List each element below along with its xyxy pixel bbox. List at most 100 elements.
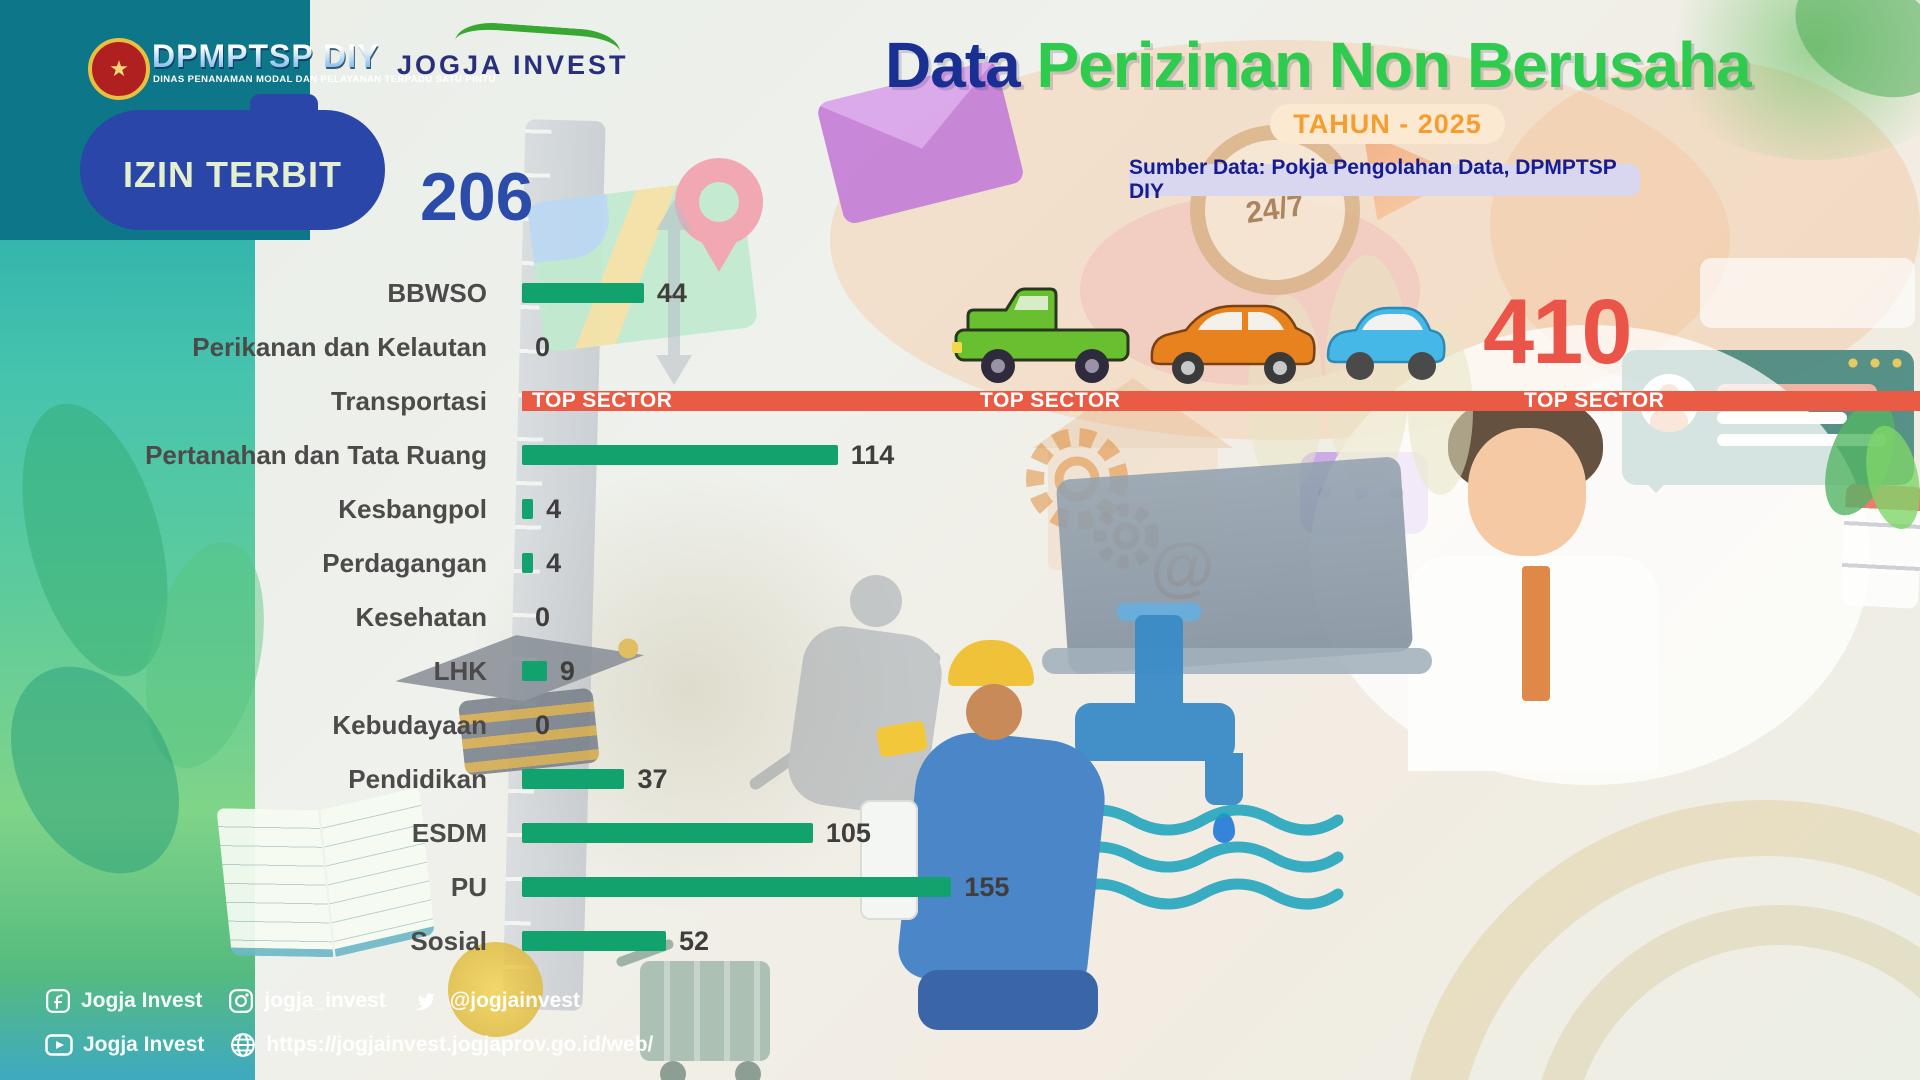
value-bar <box>522 445 838 465</box>
izin-terbit-label: IZIN TERBIT <box>123 154 342 195</box>
value-label: 44 <box>656 277 687 308</box>
org-tagline: DINAS PENANAMAN MODAL DAN PELAYANAN TERP… <box>153 74 496 85</box>
chart-row: Perdagangan 4 <box>0 536 1920 590</box>
category-label: Kesehatan <box>355 601 488 632</box>
chart-row: Pendidikan 37 <box>0 752 1920 806</box>
green-pickup-truck-icon <box>952 287 1130 383</box>
izin-terbit-total: 206 <box>420 159 534 235</box>
bar-zone: TOP SECTOR TOP SECTOR TOP SECTOR <box>487 374 1920 428</box>
bar-zone: 9 <box>487 644 1920 698</box>
vertical-arrow-icon <box>656 200 692 385</box>
value-label: 37 <box>637 763 668 794</box>
bar-zone: 114 <box>487 428 1920 482</box>
value-bar <box>522 931 667 951</box>
electrician-illustration <box>860 640 1128 1060</box>
location-pin-icon <box>675 158 763 272</box>
category-label: Sosial <box>410 925 487 956</box>
jogja-invest-logo: JOGJA INVEST <box>397 50 629 80</box>
title-word-data: Data <box>885 29 1021 101</box>
facebook-icon <box>46 989 70 1013</box>
value-label: 0 <box>535 601 551 632</box>
chart-row: BBWSO 44 <box>0 266 1920 320</box>
category-label: Kesbangpol <box>338 493 487 524</box>
value-label: 105 <box>825 817 871 848</box>
category-label: Perikanan dan Kelautan <box>192 331 487 362</box>
category-label: Perdagangan <box>322 547 487 578</box>
top-sector-value: 410 <box>1483 281 1632 383</box>
page-title: Data Perizinan Non Berusaha <box>885 28 1865 102</box>
category-label: Transportasi <box>330 385 487 416</box>
facebook-handle: Jogja Invest <box>45 988 202 1014</box>
card-illustration <box>1700 258 1915 328</box>
top-sector-label: TOP SECTOR <box>532 389 673 412</box>
value-label: 9 <box>559 655 575 686</box>
office-worker-illustration <box>1522 566 1550 701</box>
bar-zone: 105 <box>487 806 1920 860</box>
category-label: Pertanahan dan Tata Ruang <box>145 439 487 470</box>
year-badge: TAHUN - 2025 <box>1270 104 1505 144</box>
youtube-icon <box>45 1034 73 1056</box>
chart-row: Kesbangpol 4 <box>0 482 1920 536</box>
category-label: Pendidikan <box>348 763 487 794</box>
dpmptsp-emblem-logo: ★ <box>88 38 150 100</box>
value-bar <box>522 769 625 789</box>
instagram-handle: jogja_invest <box>228 988 386 1014</box>
chart-row: Kebudayaan 0 <box>0 698 1920 752</box>
permits-bar-chart: BBWSO 44 Perikanan dan Kelautan 0 Transporta… <box>0 266 1920 968</box>
title-rest: Perizinan Non Berusaha <box>1019 29 1752 101</box>
izin-terbit-pill: IZIN TERBIT <box>80 110 385 230</box>
data-source-badge: Sumber Data: Pokja Pengolahan Data, DPMP… <box>1129 156 1640 203</box>
chart-row: Kesehatan 0 <box>0 590 1920 644</box>
orange-car-icon <box>1150 304 1316 384</box>
instagram-icon <box>229 989 254 1013</box>
value-label: 0 <box>535 331 551 362</box>
value-label: 4 <box>546 547 562 578</box>
bar-zone: 4 <box>487 536 1920 590</box>
value-bar <box>522 823 813 843</box>
youtube-handle: Jogja Invest <box>45 1033 204 1057</box>
card-dots <box>1848 358 1902 368</box>
value-label: 155 <box>964 871 1010 902</box>
laptop-illustration <box>1042 648 1432 674</box>
category-label: BBWSO <box>387 277 487 308</box>
value-bar <box>522 553 534 573</box>
social-links-row-1: Jogja Invest jogja_invest @jogjainvest <box>45 988 580 1014</box>
top-sector-bar: TOP SECTOR TOP SECTOR TOP SECTOR <box>522 389 1920 412</box>
blue-car-icon <box>1326 306 1446 380</box>
top-sector-label: TOP SECTOR <box>980 389 1121 412</box>
category-label: PU <box>450 871 487 902</box>
faucet-illustration <box>1055 603 1255 845</box>
value-label: 0 <box>535 709 551 740</box>
bar-zone: 0 <box>487 590 1920 644</box>
bar-zone: 4 <box>487 482 1920 536</box>
chart-row: Perikanan dan Kelautan 0 <box>0 320 1920 374</box>
value-bar <box>522 499 534 519</box>
chart-row: ESDM 105 <box>0 806 1920 860</box>
category-label: LHK <box>433 655 487 686</box>
value-bar <box>522 661 547 681</box>
top-sector-label: TOP SECTOR <box>1524 389 1665 412</box>
value-label: 52 <box>679 925 710 956</box>
water-waves-illustration <box>1057 804 1344 910</box>
social-links-row-2: Jogja Invest https://jogjainvest.jogjapr… <box>45 1032 653 1058</box>
bar-zone: 0 <box>487 320 1920 374</box>
value-label: 4 <box>546 493 562 524</box>
flower-illustration <box>448 942 543 1037</box>
twitter-icon <box>414 993 435 1011</box>
value-label: 114 <box>850 439 895 470</box>
bar-zone: 37 <box>487 752 1920 806</box>
chart-row: Pertanahan dan Tata Ruang 114 <box>0 428 1920 482</box>
chart-row: LHK 9 <box>0 644 1920 698</box>
value-bar <box>522 283 644 303</box>
chart-row: Transportasi TOP SECTOR TOP SECTOR TOP SECT… <box>0 374 1920 428</box>
website-url: https://jogjainvest.jogjaprov.go.id/web/ <box>230 1032 653 1058</box>
org-name: DPMPTSP DIY <box>152 38 380 74</box>
category-label: ESDM <box>411 817 487 848</box>
miner-illustration <box>700 575 990 905</box>
bar-zone: 155 <box>487 860 1920 914</box>
value-bar <box>522 877 952 897</box>
globe-icon <box>231 1033 256 1057</box>
cart-illustration <box>615 938 790 1080</box>
chart-row: Sosial 52 <box>0 914 1920 968</box>
